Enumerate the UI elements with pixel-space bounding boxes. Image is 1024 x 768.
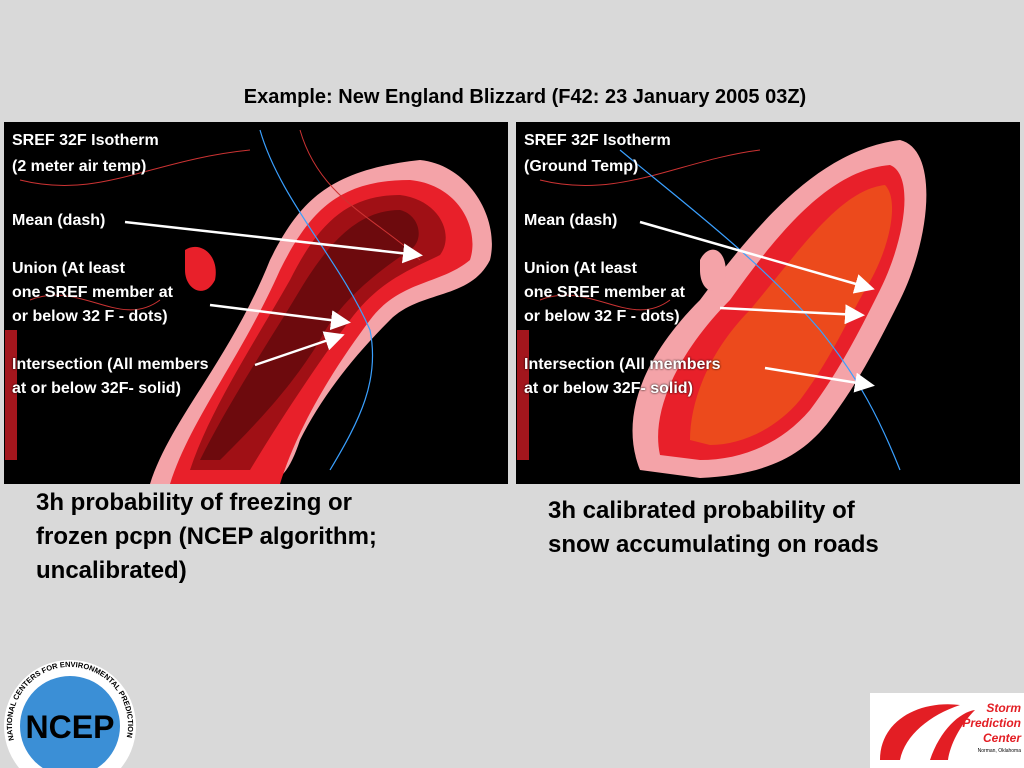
spc-place: Norman, Oklahoma: [978, 748, 1022, 754]
panel-heading: (Ground Temp): [524, 158, 639, 175]
spc-text: Storm: [986, 701, 1021, 715]
caption: 3h calibrated probability of: [548, 497, 855, 524]
panel-heading: (2 meter air temp): [12, 158, 147, 175]
union-label: Union (At least: [524, 260, 637, 277]
panel-heading: SREF 32F Isotherm: [12, 132, 159, 149]
map-right: [516, 122, 1020, 484]
intersection-label: at or below 32F- solid): [12, 380, 181, 397]
caption: 3h probability of freezing or: [36, 489, 353, 516]
slide-title: Example: New England Blizzard (F42: 23 J…: [243, 86, 807, 108]
intersection-label: Intersection (All members: [12, 356, 209, 373]
intersection-label: at or below 32F- solid): [524, 380, 693, 397]
mean-label: Mean (dash): [524, 212, 618, 229]
ncep-logo: NCEP NATIONAL CENTERS FOR ENVIRONMENTAL …: [4, 660, 136, 768]
union-label: Union (At least: [12, 260, 125, 277]
map-left: [4, 122, 508, 484]
union-label: or below 32 F - dots): [12, 308, 168, 325]
union-label: one SREF member at: [524, 284, 685, 301]
intersection-label: Intersection (All members: [524, 356, 721, 373]
union-label: or below 32 F - dots): [524, 308, 680, 325]
spc-text: Center: [983, 731, 1022, 745]
panel-heading: SREF 32F Isotherm: [524, 132, 671, 149]
union-label: one SREF member at: [12, 284, 173, 301]
spc-logo: Storm Prediction Center Norman, Oklahoma: [870, 693, 1024, 768]
caption: uncalibrated): [36, 557, 187, 584]
caption: frozen pcpn (NCEP algorithm;: [36, 523, 377, 550]
caption: snow accumulating on roads: [548, 531, 879, 558]
spc-text: Prediction: [962, 716, 1021, 730]
mean-label: Mean (dash): [12, 212, 106, 229]
ncep-text: NCEP: [26, 709, 115, 745]
